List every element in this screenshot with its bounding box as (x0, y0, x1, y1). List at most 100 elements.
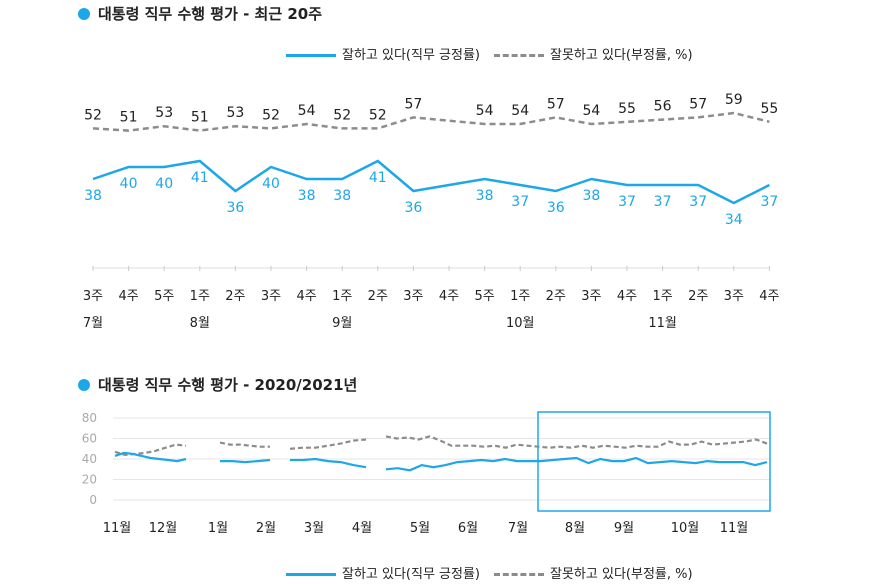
recent-20-weeks-highlight-box (537, 411, 771, 512)
month-label: 12월 (149, 521, 178, 536)
disapprove-data-label: 52 (333, 107, 351, 123)
approve-data-label: 34 (725, 212, 743, 228)
approve-data-label: 37 (511, 194, 529, 210)
y-tick-label: 40 (82, 452, 97, 466)
disapprove-data-label: 54 (582, 103, 600, 119)
disapprove-data-label: 53 (155, 105, 173, 121)
chart2-title: 대통령 직무 수행 평가 - 2020/2021년 (78, 374, 357, 395)
approve-data-label: 38 (84, 188, 102, 204)
disapprove-data-label: 57 (689, 96, 707, 112)
disapprove-data-label: 52 (262, 107, 280, 123)
x-tick-label: 2주 (368, 289, 388, 304)
approve-data-label: 38 (298, 188, 316, 204)
chart2-legend: 잘하고 있다(직무 긍정률) 잘못하고 있다(부정률, %) (286, 563, 693, 582)
approve-line (385, 456, 768, 472)
disapprove-legend-label: 잘못하고 있다(부정률, %) (550, 567, 693, 582)
approve-data-label: 37 (618, 194, 636, 210)
approve-legend-swatch (286, 54, 336, 57)
month-label: 8월 (190, 316, 210, 331)
approve-legend-label: 잘하고 있다(직무 긍정률) (342, 48, 481, 63)
approve-data-label: 36 (404, 200, 422, 216)
disapprove-data-label: 59 (725, 92, 743, 108)
approve-legend-label: 잘하고 있다(직무 긍정률) (342, 567, 481, 582)
disapprove-data-label: 54 (511, 103, 529, 119)
y-tick-label: 0 (89, 493, 97, 507)
month-label: 5월 (410, 521, 430, 536)
approve-data-label: 40 (120, 176, 138, 192)
bullet-dot-icon (78, 8, 90, 20)
x-tick-label: 3주 (403, 289, 423, 304)
month-label: 9월 (614, 521, 634, 536)
chart1-legend: 잘하고 있다(직무 긍정률) 잘못하고 있다(부정률, %) (286, 44, 693, 63)
month-label: 7월 (508, 521, 528, 536)
disapprove-data-label: 57 (547, 96, 565, 112)
disapprove-data-label: 52 (369, 107, 387, 123)
disapprove-line (114, 443, 187, 457)
disapprove-line (289, 438, 367, 450)
approve-line (220, 458, 271, 464)
x-tick-label: 4주 (439, 289, 459, 304)
month-label: 7월 (83, 316, 103, 331)
disapprove-line (92, 111, 770, 132)
approve-data-label: 41 (191, 170, 209, 186)
x-tick-label: 4주 (296, 289, 316, 304)
y-tick-label: 20 (82, 473, 97, 487)
disapprove-data-label: 57 (404, 96, 422, 112)
approve-data-label: 40 (155, 176, 173, 192)
approve-data-label: 38 (582, 188, 600, 204)
x-tick-label: 5주 (154, 289, 174, 304)
disapprove-data-label: 55 (760, 101, 778, 117)
disapprove-data-label: 51 (120, 110, 138, 126)
x-tick-label: 5주 (474, 289, 494, 304)
approve-data-label: 37 (760, 194, 778, 210)
chart1-title-text: 대통령 직무 수행 평가 - 최근 20주 (98, 5, 323, 23)
disapprove-data-label: 51 (191, 110, 209, 126)
y-tick-label: 80 (82, 411, 97, 425)
approve-legend-swatch (286, 573, 336, 576)
disapprove-legend-swatch (494, 54, 545, 57)
disapprove-line (219, 441, 270, 448)
x-tick-label: 1주 (652, 289, 672, 304)
approve-data-label: 40 (262, 176, 280, 192)
disapprove-line (385, 435, 768, 449)
x-tick-label: 2주 (546, 289, 566, 304)
month-label: 8월 (565, 521, 585, 536)
month-label: 11월 (103, 521, 132, 536)
approve-data-label: 41 (369, 170, 387, 186)
month-label: 1월 (208, 521, 228, 536)
disapprove-data-label: 54 (476, 103, 494, 119)
month-label: 6월 (458, 521, 478, 536)
x-tick-label: 2주 (688, 289, 708, 304)
x-tick-label: 4주 (617, 289, 637, 304)
x-tick-label: 3주 (83, 289, 103, 304)
approve-data-label: 37 (654, 194, 672, 210)
approve-data-label: 36 (226, 200, 244, 216)
approve-line (92, 159, 770, 205)
month-label: 2월 (256, 521, 276, 536)
approve-line (114, 451, 187, 463)
x-tick-label: 4주 (759, 289, 779, 304)
y-tick-label: 60 (82, 432, 97, 446)
disapprove-legend-swatch (494, 573, 545, 576)
month-label: 11월 (648, 316, 677, 331)
disapprove-data-label: 52 (84, 107, 102, 123)
x-tick-label: 1주 (510, 289, 530, 304)
month-label: 10월 (671, 521, 700, 536)
month-label: 11월 (720, 521, 749, 536)
disapprove-legend-label: 잘못하고 있다(부정률, %) (550, 48, 693, 63)
chart1-plot: 52 51 53 51 53 52 54 52 52 57 54 54 57 54 55 56 57 59 55 38… (83, 92, 780, 331)
month-label: 3월 (304, 521, 324, 536)
x-tick-label: 4주 (118, 289, 138, 304)
chart1-title: 대통령 직무 수행 평가 - 최근 20주 (78, 3, 322, 24)
month-label: 10월 (506, 316, 535, 331)
approve-line (290, 457, 367, 469)
bullet-dot-icon (78, 379, 90, 391)
disapprove-data-label: 54 (298, 103, 316, 119)
approve-data-label: 37 (689, 194, 707, 210)
x-tick-label: 3주 (724, 289, 744, 304)
x-tick-label: 1주 (332, 289, 352, 304)
x-tick-label: 1주 (190, 289, 210, 304)
month-label: 9월 (332, 316, 352, 331)
chart2-title-text: 대통령 직무 수행 평가 - 2020/2021년 (98, 376, 358, 394)
approve-data-label: 38 (333, 188, 351, 204)
